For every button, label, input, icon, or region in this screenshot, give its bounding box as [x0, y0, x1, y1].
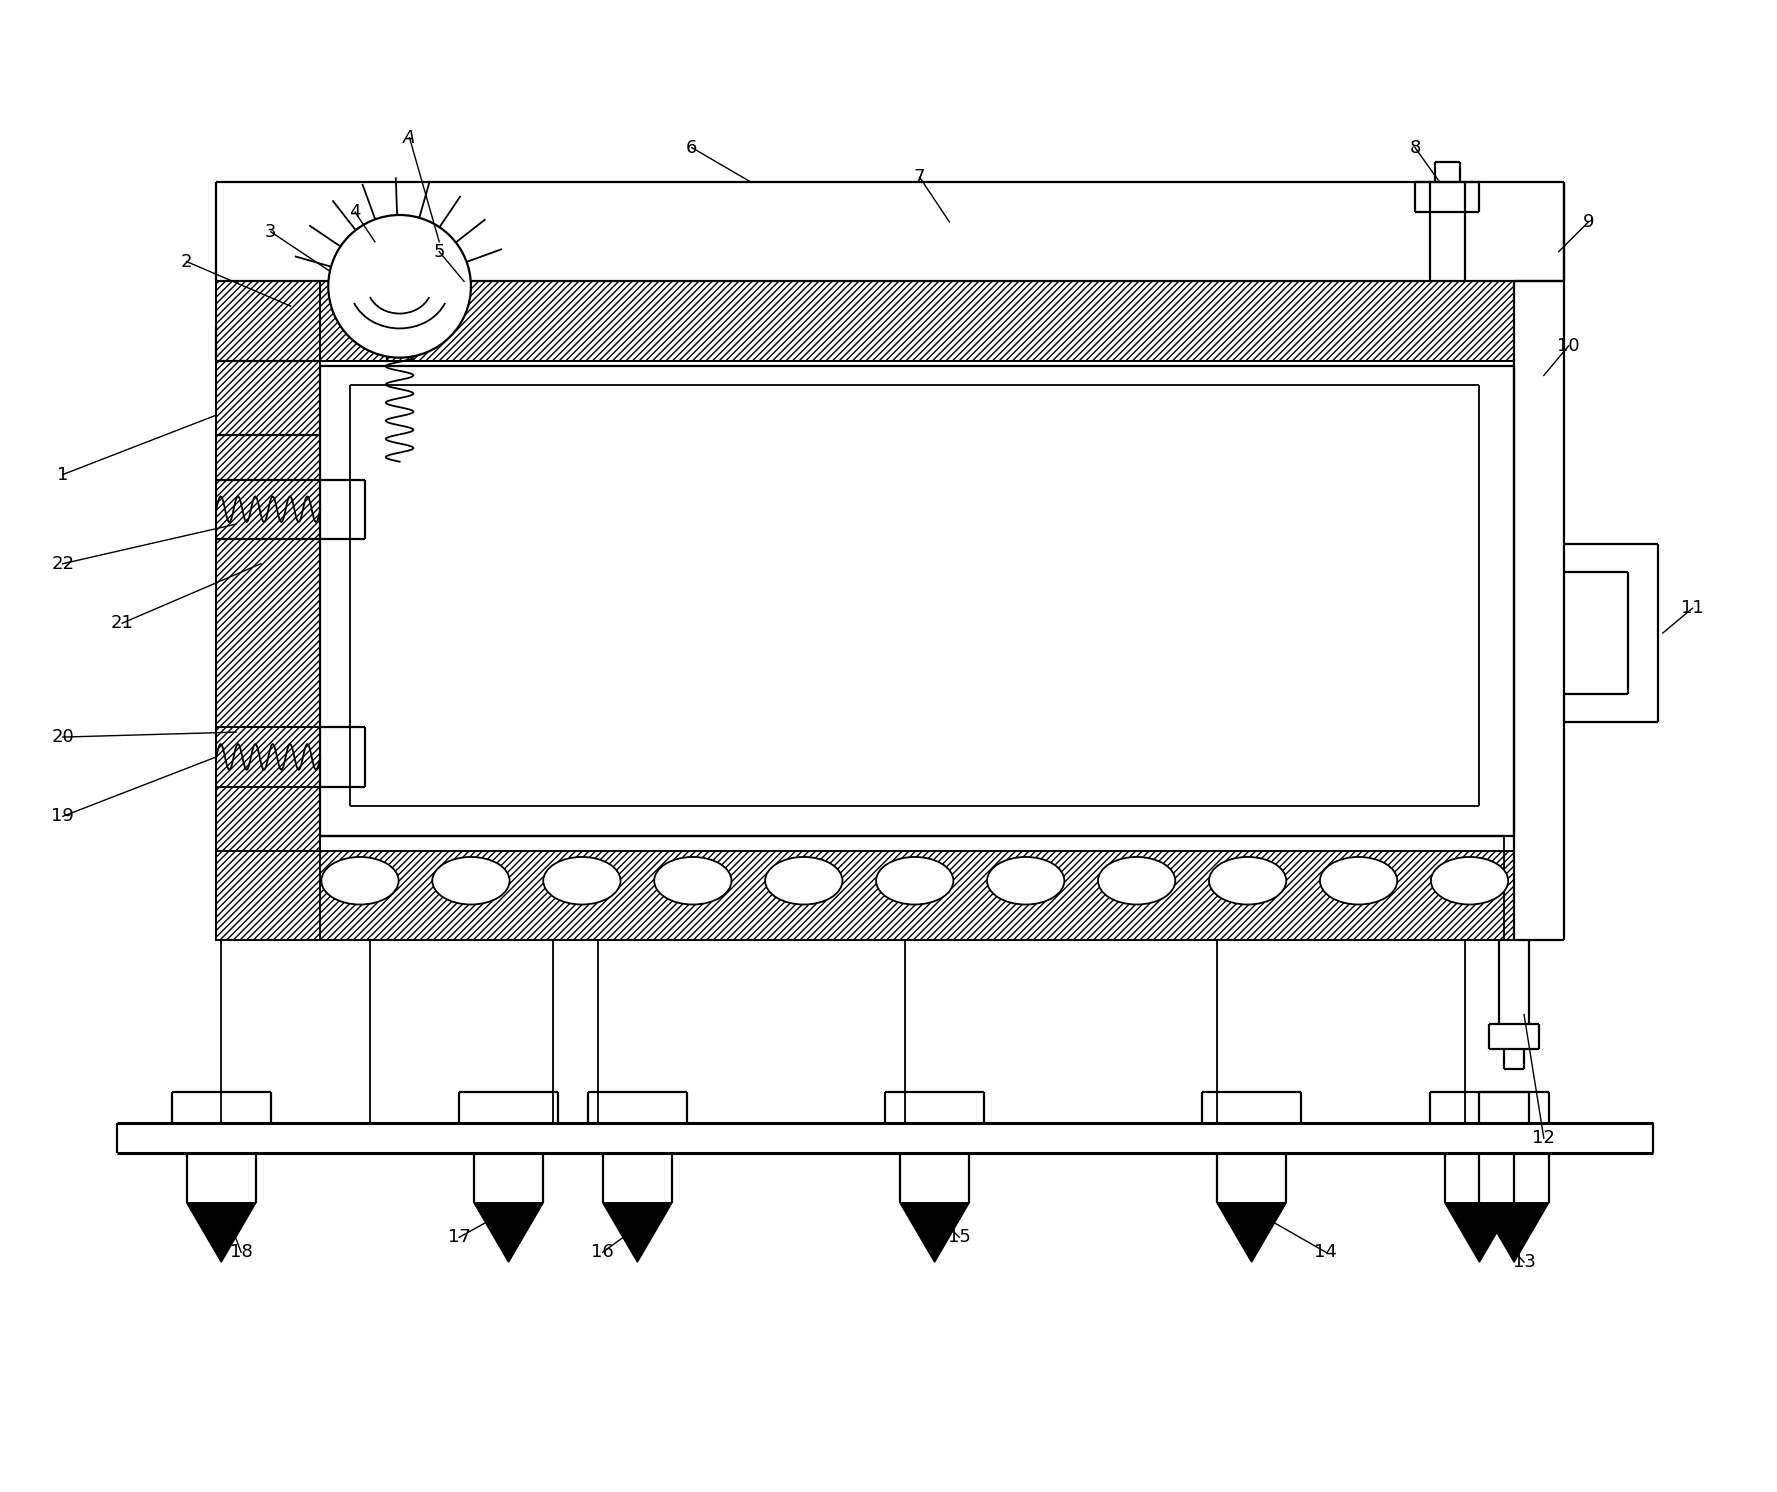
Ellipse shape — [986, 856, 1064, 904]
Ellipse shape — [1208, 856, 1287, 904]
Bar — [217, 850, 1514, 940]
Ellipse shape — [876, 856, 954, 904]
Text: 15: 15 — [947, 1228, 970, 1246]
Text: 20: 20 — [52, 728, 75, 746]
Bar — [217, 282, 320, 361]
Polygon shape — [899, 1203, 968, 1262]
Ellipse shape — [432, 856, 510, 904]
Text: 14: 14 — [1315, 1243, 1338, 1261]
Polygon shape — [1480, 1203, 1550, 1262]
Text: 17: 17 — [448, 1228, 471, 1246]
Ellipse shape — [766, 856, 842, 904]
Text: 6: 6 — [686, 139, 698, 157]
Ellipse shape — [1320, 856, 1397, 904]
Ellipse shape — [1430, 856, 1509, 904]
Text: 5: 5 — [434, 243, 444, 261]
Text: 1: 1 — [57, 466, 69, 483]
Text: 10: 10 — [1557, 337, 1580, 355]
Bar — [217, 361, 320, 940]
Bar — [320, 282, 1514, 361]
Text: 13: 13 — [1512, 1253, 1535, 1271]
Text: 12: 12 — [1532, 1129, 1555, 1147]
Bar — [217, 727, 320, 786]
Polygon shape — [474, 1203, 544, 1262]
Bar — [320, 282, 1514, 361]
Bar — [217, 361, 320, 940]
Text: A: A — [403, 128, 416, 146]
Ellipse shape — [1098, 856, 1175, 904]
Text: 9: 9 — [1583, 213, 1594, 231]
Ellipse shape — [544, 856, 620, 904]
Polygon shape — [602, 1203, 672, 1262]
Text: 8: 8 — [1409, 139, 1422, 157]
Text: 11: 11 — [1681, 600, 1704, 618]
Text: 3: 3 — [265, 222, 277, 240]
Text: 7: 7 — [913, 169, 926, 186]
Ellipse shape — [322, 856, 398, 904]
Text: 2: 2 — [181, 252, 192, 270]
Text: 18: 18 — [229, 1243, 252, 1261]
Polygon shape — [187, 1203, 256, 1262]
Bar — [217, 850, 1514, 940]
Text: 19: 19 — [52, 807, 75, 825]
Polygon shape — [1445, 1203, 1514, 1262]
Text: 4: 4 — [350, 203, 361, 221]
Polygon shape — [1217, 1203, 1287, 1262]
Circle shape — [329, 215, 471, 358]
Text: 22: 22 — [52, 555, 75, 573]
Bar — [217, 282, 320, 361]
Text: 16: 16 — [592, 1243, 615, 1261]
Text: 21: 21 — [110, 615, 133, 633]
Ellipse shape — [654, 856, 732, 904]
Bar — [217, 727, 320, 786]
